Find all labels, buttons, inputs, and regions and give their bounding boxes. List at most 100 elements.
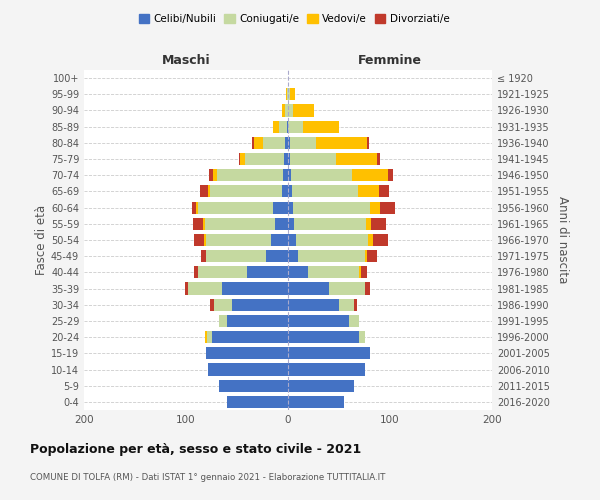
Bar	[370, 202, 380, 213]
Bar	[275, 218, 288, 230]
Bar	[373, 234, 388, 246]
Bar	[263, 137, 285, 149]
Bar	[361, 266, 367, 278]
Bar	[209, 169, 212, 181]
Bar	[308, 266, 359, 278]
Bar	[212, 331, 288, 343]
Bar	[371, 218, 386, 230]
Legend: Celibi/Nubili, Coniugati/e, Vedovi/e, Divorziati/e: Celibi/Nubili, Coniugati/e, Vedovi/e, Di…	[134, 10, 454, 29]
Bar	[316, 137, 367, 149]
Bar	[218, 315, 227, 327]
Bar	[273, 120, 279, 132]
Bar	[367, 250, 377, 262]
Bar	[288, 348, 370, 360]
Bar	[288, 202, 293, 213]
Bar	[194, 266, 198, 278]
Bar	[240, 153, 245, 165]
Bar	[379, 186, 389, 198]
Bar	[288, 266, 308, 278]
Bar	[288, 331, 359, 343]
Bar	[188, 282, 222, 294]
Bar	[206, 250, 266, 262]
Bar	[202, 250, 206, 262]
Bar	[288, 396, 344, 408]
Bar	[294, 218, 365, 230]
Bar	[222, 282, 288, 294]
Bar	[218, 380, 288, 392]
Y-axis label: Anni di nascita: Anni di nascita	[556, 196, 569, 284]
Bar	[293, 202, 370, 213]
Bar	[287, 120, 288, 132]
Bar	[288, 282, 329, 294]
Bar	[205, 218, 275, 230]
Bar	[217, 169, 283, 181]
Bar	[266, 250, 288, 262]
Bar	[205, 331, 208, 343]
Bar	[288, 137, 290, 149]
Bar	[271, 234, 288, 246]
Bar	[208, 331, 212, 343]
Bar	[304, 120, 339, 132]
Bar	[288, 120, 304, 132]
Bar	[286, 88, 287, 101]
Bar	[232, 298, 288, 311]
Text: Maschi: Maschi	[161, 54, 211, 67]
Bar	[288, 186, 292, 198]
Bar	[336, 153, 377, 165]
Bar	[288, 250, 298, 262]
Bar	[292, 186, 358, 198]
Bar	[273, 202, 288, 213]
Bar	[200, 186, 208, 198]
Bar	[293, 104, 314, 117]
Bar	[358, 186, 379, 198]
Bar	[359, 331, 365, 343]
Bar	[285, 104, 288, 117]
Bar	[227, 396, 288, 408]
Bar	[290, 88, 295, 101]
Bar	[288, 153, 290, 165]
Bar	[329, 282, 365, 294]
Bar	[206, 348, 288, 360]
Bar	[288, 380, 355, 392]
Bar	[279, 120, 287, 132]
Bar	[284, 153, 288, 165]
Text: COMUNE DI TOLFA (RM) - Dati ISTAT 1° gennaio 2021 - Elaborazione TUTTITALIA.IT: COMUNE DI TOLFA (RM) - Dati ISTAT 1° gen…	[30, 472, 385, 482]
Bar	[247, 266, 288, 278]
Bar	[288, 104, 293, 117]
Bar	[288, 234, 296, 246]
Bar	[285, 137, 288, 149]
Bar	[208, 186, 211, 198]
Bar	[349, 315, 359, 327]
Bar	[185, 282, 188, 294]
Bar	[365, 282, 370, 294]
Bar	[253, 137, 254, 149]
Bar	[193, 218, 203, 230]
Y-axis label: Fasce di età: Fasce di età	[35, 205, 48, 275]
Bar	[290, 137, 316, 149]
Bar	[245, 153, 284, 165]
Bar	[298, 250, 365, 262]
Bar	[212, 169, 217, 181]
Bar	[339, 298, 355, 311]
Bar	[211, 186, 282, 198]
Bar	[206, 234, 271, 246]
Bar	[282, 104, 285, 117]
Bar	[198, 202, 273, 213]
Bar	[214, 298, 232, 311]
Bar	[288, 88, 290, 101]
Bar	[355, 298, 358, 311]
Bar	[203, 218, 205, 230]
Bar	[290, 153, 336, 165]
Bar	[388, 169, 393, 181]
Bar	[377, 153, 380, 165]
Bar	[296, 234, 368, 246]
Bar	[283, 169, 288, 181]
Bar	[288, 218, 294, 230]
Bar	[211, 298, 214, 311]
Bar	[380, 202, 395, 213]
Bar	[359, 266, 361, 278]
Bar	[192, 202, 196, 213]
Bar	[288, 298, 339, 311]
Bar	[254, 137, 263, 149]
Bar	[239, 153, 240, 165]
